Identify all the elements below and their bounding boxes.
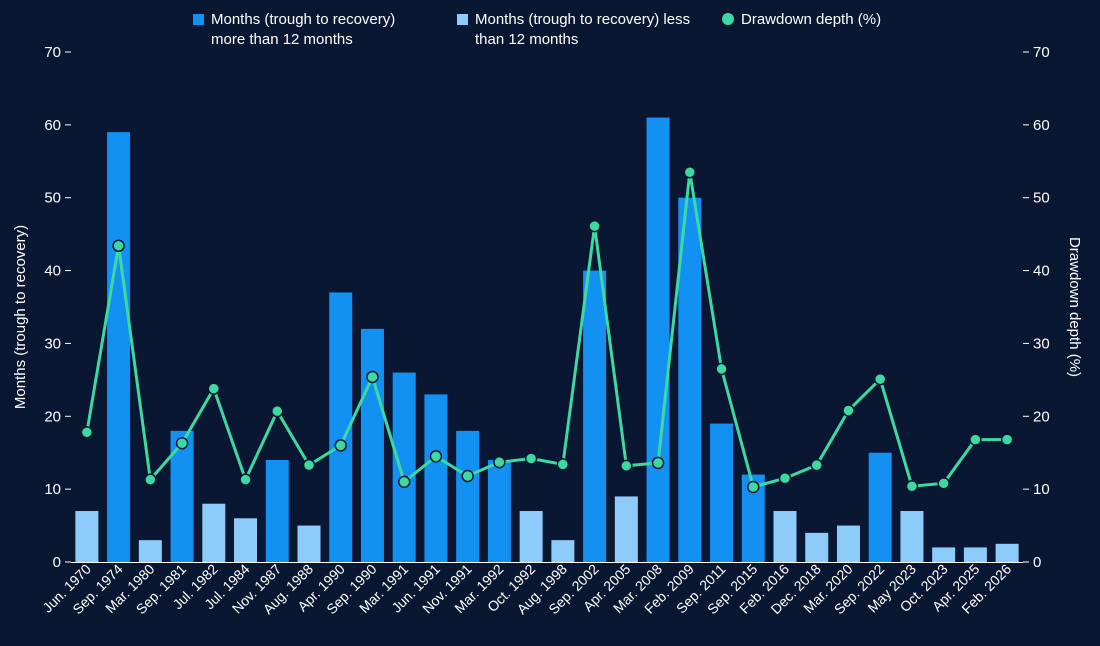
y-axis-title-right: Drawdown depth (%) <box>1066 237 1083 377</box>
drawdown-point-28 <box>969 433 982 446</box>
drawdown-line-group <box>80 165 1014 494</box>
y-tick-label-left-5: 50 <box>44 190 61 207</box>
y-tick-label-left-0: 0 <box>53 554 61 571</box>
drawdown-point-13 <box>493 455 506 469</box>
drawdown-point-18 <box>651 456 665 470</box>
drawdown-point-23 <box>810 458 823 472</box>
bar-long-10 <box>392 372 416 562</box>
y-tick-label-left-4: 40 <box>44 263 61 280</box>
y-tick-label-right-1: 10 <box>1033 481 1050 498</box>
drawdown-point-16 <box>588 219 601 233</box>
y-tick-label-right-2: 20 <box>1033 408 1050 425</box>
y-tick-label-left-3: 30 <box>44 335 61 352</box>
y-tick-label-left-6: 60 <box>44 117 61 134</box>
drawdown-point-1 <box>112 239 125 253</box>
legend-item-drawdown: Drawdown depth (%) <box>722 10 922 30</box>
drawdown-point-6 <box>271 404 284 418</box>
drawdown-point-21 <box>747 480 760 494</box>
bar-short-29 <box>995 543 1019 562</box>
drawdown-point-4 <box>207 382 221 395</box>
bar-long-18 <box>646 117 670 563</box>
bar-long-16 <box>583 270 607 562</box>
drawdown-point-5 <box>239 473 252 486</box>
y-tick-label-right-5: 50 <box>1033 190 1050 207</box>
drawdown-point-7 <box>302 458 316 472</box>
bar-long-11 <box>424 394 448 562</box>
y-tick-label-right-6: 60 <box>1033 117 1050 134</box>
drawdown-point-3 <box>175 436 189 450</box>
y-tick-label-left-1: 10 <box>44 481 61 498</box>
drawdown-point-10 <box>397 475 411 489</box>
drawdown-point-15 <box>556 458 570 471</box>
bar-long-8 <box>329 292 353 562</box>
bar-short-15 <box>551 540 575 562</box>
y-tick-label-left-2: 20 <box>44 408 61 425</box>
bar-long-3 <box>170 430 194 562</box>
bar-long-12 <box>456 430 480 562</box>
bar-short-26 <box>900 511 924 562</box>
bar-long-19 <box>678 197 702 562</box>
drawdown-point-12 <box>461 469 474 483</box>
drawdown-point-19 <box>683 165 697 179</box>
bar-short-5 <box>234 518 258 562</box>
legend-item-long: Months (trough to recovery) more than 12… <box>193 10 433 50</box>
bar-short-0 <box>75 511 99 562</box>
legend-label-long: Months (trough to recovery) more than 12… <box>211 11 396 48</box>
bar-long-9 <box>360 328 384 562</box>
y-tick-label-right-3: 30 <box>1033 335 1050 352</box>
drawdown-point-24 <box>842 404 855 417</box>
y-tick-label-left-7: 70 <box>44 44 61 61</box>
legend-dot-drawdown <box>722 13 734 25</box>
drawdown-point-9 <box>366 370 379 384</box>
bar-long-21 <box>741 474 765 562</box>
legend-label-short: Months (trough to recovery) less than 12… <box>475 11 691 48</box>
drawdown-point-29 <box>1000 433 1014 446</box>
y-axis-title-left: Months (trough to recovery) <box>12 225 29 409</box>
bar-short-14 <box>519 511 543 562</box>
drawdown-point-25 <box>873 372 887 386</box>
bar-short-24 <box>836 525 860 562</box>
bar-long-20 <box>710 423 734 562</box>
bar-short-28 <box>963 547 987 562</box>
legend-swatch-long <box>193 14 204 25</box>
axes-group: 0 0 10 10 20 20 30 30 40 40 50 50 60 60 70 70 <box>44 44 1049 571</box>
bar-long-25 <box>868 452 892 562</box>
drawdown-point-17 <box>620 459 633 473</box>
drawdown-point-2 <box>144 473 157 486</box>
legend-swatch-short <box>457 14 468 25</box>
bar-long-6 <box>265 460 289 562</box>
drawdown-point-26 <box>905 479 919 493</box>
bar-short-27 <box>932 547 956 562</box>
legend-label-drawdown: Drawdown depth (%) <box>741 11 882 28</box>
chart-legend: Months (trough to recovery) more than 12… <box>0 10 1100 54</box>
drawdown-point-0 <box>80 426 94 439</box>
bar-short-7 <box>297 525 321 562</box>
bar-short-22 <box>773 511 797 562</box>
y-tick-label-right-7: 70 <box>1033 44 1050 61</box>
legend-item-short: Months (trough to recovery) less than 12… <box>457 10 692 50</box>
drawdown-point-22 <box>778 471 792 485</box>
bar-short-4 <box>202 503 226 562</box>
bars-group <box>75 117 1019 563</box>
drawdown-point-14 <box>524 452 538 465</box>
drawdown-point-27 <box>937 477 950 490</box>
drawdown-line <box>85 170 1008 489</box>
y-tick-label-right-0: 0 <box>1033 554 1041 571</box>
bar-short-17 <box>614 496 638 562</box>
drawdown-point-20 <box>715 362 728 376</box>
drawdown-point-11 <box>429 450 443 463</box>
bar-long-1 <box>107 132 131 562</box>
bar-long-13 <box>487 460 511 562</box>
drawdown-point-8 <box>334 439 347 452</box>
y-tick-label-right-4: 40 <box>1033 263 1050 280</box>
bar-short-2 <box>138 540 162 562</box>
bar-short-23 <box>805 532 829 562</box>
